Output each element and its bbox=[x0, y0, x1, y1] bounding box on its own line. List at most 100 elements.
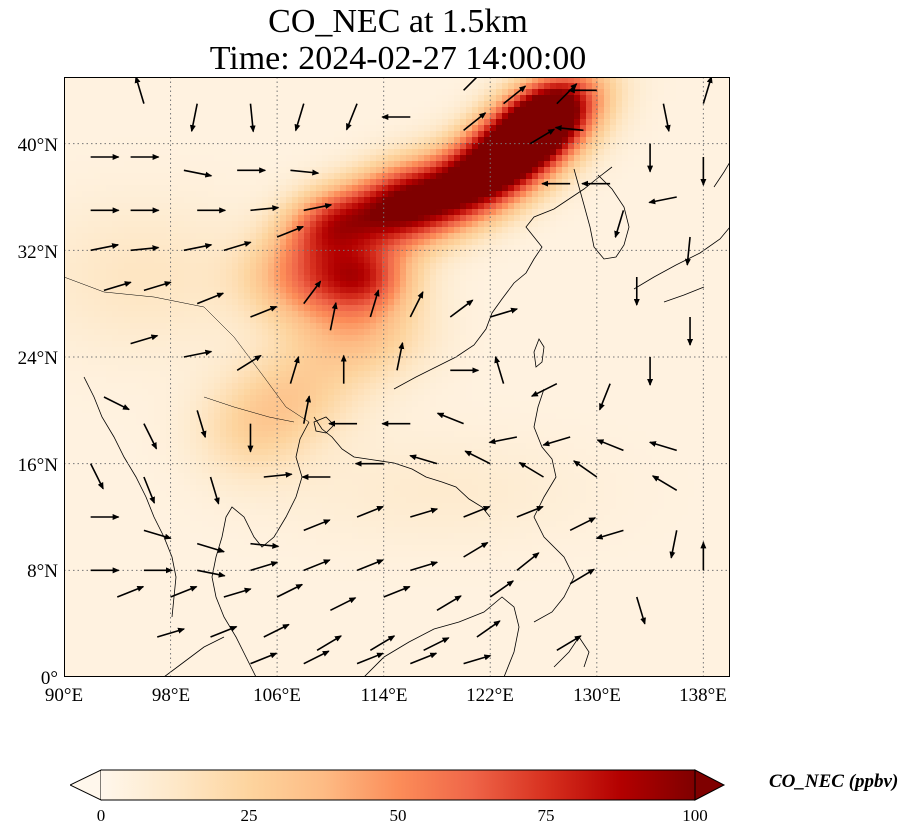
field-cell bbox=[604, 275, 611, 282]
field-cell bbox=[706, 179, 713, 186]
field-cell bbox=[436, 233, 443, 240]
field-cell bbox=[550, 203, 557, 210]
field-cell bbox=[268, 191, 275, 198]
field-cell bbox=[406, 215, 413, 222]
field-cell bbox=[250, 281, 257, 288]
field-cell bbox=[136, 101, 143, 108]
field-cell bbox=[502, 77, 509, 84]
field-cell bbox=[202, 125, 209, 132]
field-cell bbox=[328, 119, 335, 126]
field-cell bbox=[526, 83, 533, 90]
field-cell bbox=[496, 209, 503, 216]
field-cell bbox=[388, 83, 395, 90]
field-cell bbox=[442, 299, 449, 306]
field-cell bbox=[382, 101, 389, 108]
field-cell bbox=[520, 281, 527, 288]
field-cell bbox=[460, 125, 467, 132]
field-cell bbox=[706, 263, 713, 270]
field-cell bbox=[184, 239, 191, 246]
field-cell bbox=[454, 101, 461, 108]
field-cell bbox=[544, 137, 551, 144]
field-cell bbox=[394, 191, 401, 198]
field-cell bbox=[220, 275, 227, 282]
field-cell bbox=[454, 275, 461, 282]
field-cell bbox=[280, 161, 287, 168]
field-cell bbox=[430, 179, 437, 186]
field-cell bbox=[124, 191, 131, 198]
field-cell bbox=[574, 107, 581, 114]
field-cell bbox=[250, 251, 257, 258]
field-cell bbox=[490, 227, 497, 234]
field-cell bbox=[178, 239, 185, 246]
field-cell bbox=[196, 137, 203, 144]
field-cell bbox=[544, 143, 551, 150]
field-cell bbox=[430, 239, 437, 246]
field-cell bbox=[64, 233, 71, 240]
field-cell bbox=[100, 329, 107, 336]
field-cell bbox=[226, 251, 233, 258]
field-cell bbox=[256, 143, 263, 150]
field-cell bbox=[196, 95, 203, 102]
field-cell bbox=[346, 215, 353, 222]
field-cell bbox=[274, 341, 281, 348]
field-cell bbox=[412, 257, 419, 264]
field-cell bbox=[82, 215, 89, 222]
field-cell bbox=[406, 119, 413, 126]
field-cell bbox=[238, 209, 245, 216]
field-cell bbox=[118, 119, 125, 126]
field-cell bbox=[430, 167, 437, 174]
field-cell bbox=[334, 191, 341, 198]
field-cell bbox=[370, 125, 377, 132]
field-cell bbox=[694, 215, 701, 222]
field-cell bbox=[532, 107, 539, 114]
field-cell bbox=[334, 203, 341, 210]
field-cell bbox=[382, 341, 389, 348]
field-cell bbox=[154, 77, 161, 84]
field-cell bbox=[394, 299, 401, 306]
field-cell bbox=[352, 275, 359, 282]
field-cell bbox=[484, 125, 491, 132]
field-cell bbox=[520, 341, 527, 348]
field-cell bbox=[520, 257, 527, 264]
field-cell bbox=[436, 107, 443, 114]
field-cell bbox=[100, 179, 107, 186]
field-cell bbox=[238, 203, 245, 210]
field-cell bbox=[196, 113, 203, 120]
field-cell bbox=[646, 293, 653, 300]
field-cell bbox=[640, 329, 647, 336]
field-cell bbox=[700, 323, 707, 330]
field-cell bbox=[646, 77, 653, 84]
field-cell bbox=[244, 155, 251, 162]
field-cell bbox=[316, 209, 323, 216]
field-cell bbox=[400, 179, 407, 186]
field-cell bbox=[478, 293, 485, 300]
field-cell bbox=[328, 293, 335, 300]
field-cell bbox=[406, 131, 413, 138]
field-cell bbox=[664, 209, 671, 216]
field-cell bbox=[370, 119, 377, 126]
field-cell bbox=[106, 251, 113, 258]
field-cell bbox=[88, 149, 95, 156]
field-cell bbox=[226, 185, 233, 192]
field-cell bbox=[610, 197, 617, 204]
field-cell bbox=[166, 113, 173, 120]
field-cell bbox=[298, 101, 305, 108]
field-cell bbox=[640, 149, 647, 156]
field-cell bbox=[490, 209, 497, 216]
field-cell bbox=[232, 101, 239, 108]
field-cell bbox=[382, 335, 389, 342]
field-cell bbox=[682, 209, 689, 216]
field-cell bbox=[484, 173, 491, 180]
field-cell bbox=[244, 329, 251, 336]
field-cell bbox=[196, 281, 203, 288]
field-cell bbox=[124, 125, 131, 132]
field-cell bbox=[328, 281, 335, 288]
field-cell bbox=[262, 257, 269, 264]
field-cell bbox=[268, 215, 275, 222]
field-cell bbox=[280, 227, 287, 234]
field-cell bbox=[232, 179, 239, 186]
field-cell bbox=[220, 221, 227, 228]
field-cell bbox=[574, 227, 581, 234]
field-cell bbox=[202, 143, 209, 150]
field-cell bbox=[64, 179, 71, 186]
